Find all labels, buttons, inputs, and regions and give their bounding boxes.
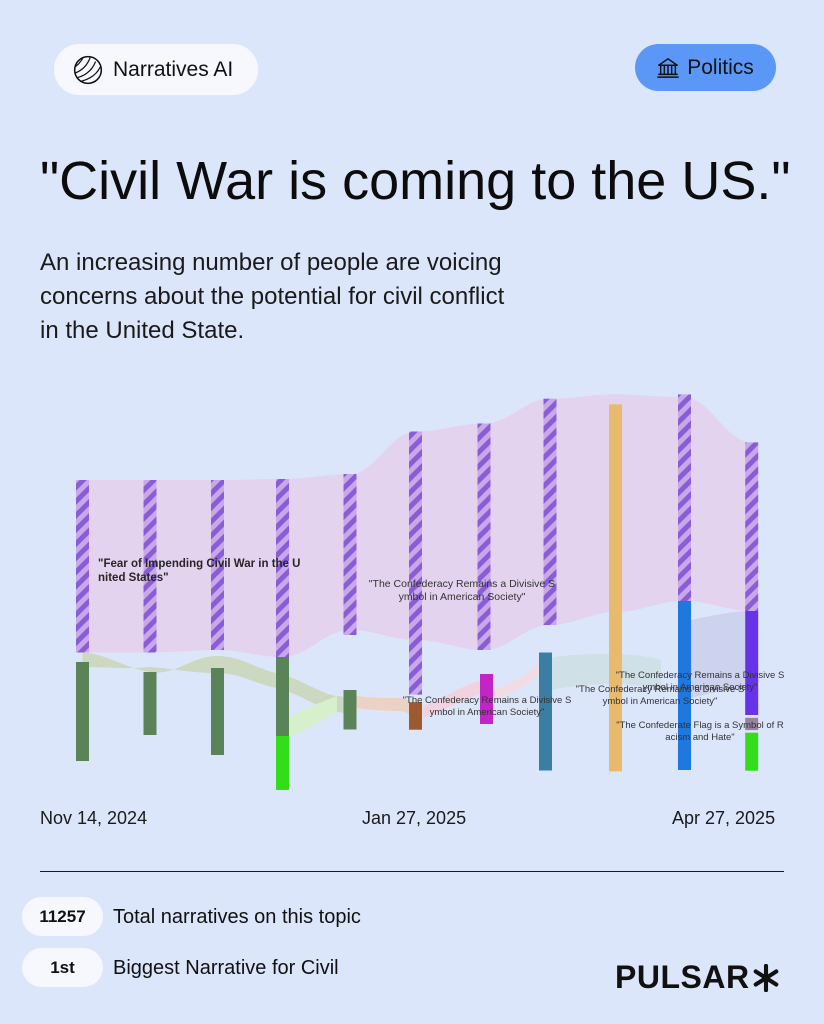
svg-text:"The Confederate Flag is a Sym: "The Confederate Flag is a Symbol of R xyxy=(616,720,784,731)
svg-text:"The Confederacy Remains a Div: "The Confederacy Remains a Divisive S xyxy=(369,578,555,590)
svg-text:ymbol in American Society": ymbol in American Society" xyxy=(430,707,545,718)
svg-text:ymbol in American Society": ymbol in American Society" xyxy=(399,591,526,603)
svg-text:"The Confederacy Remains a Div: "The Confederacy Remains a Divisive S xyxy=(616,670,785,681)
svg-text:ymbol in American Society": ymbol in American Society" xyxy=(603,696,718,707)
svg-text:"Fear of Impending Civil War i: "Fear of Impending Civil War in the U xyxy=(98,558,300,570)
svg-text:nited States": nited States" xyxy=(98,572,169,584)
svg-text:ymbol in American Society": ymbol in American Society" xyxy=(643,682,758,693)
svg-text:acism and Hate": acism and Hate" xyxy=(665,732,734,743)
svg-text:"The Confederacy Remains a Div: "The Confederacy Remains a Divisive S xyxy=(403,695,572,706)
